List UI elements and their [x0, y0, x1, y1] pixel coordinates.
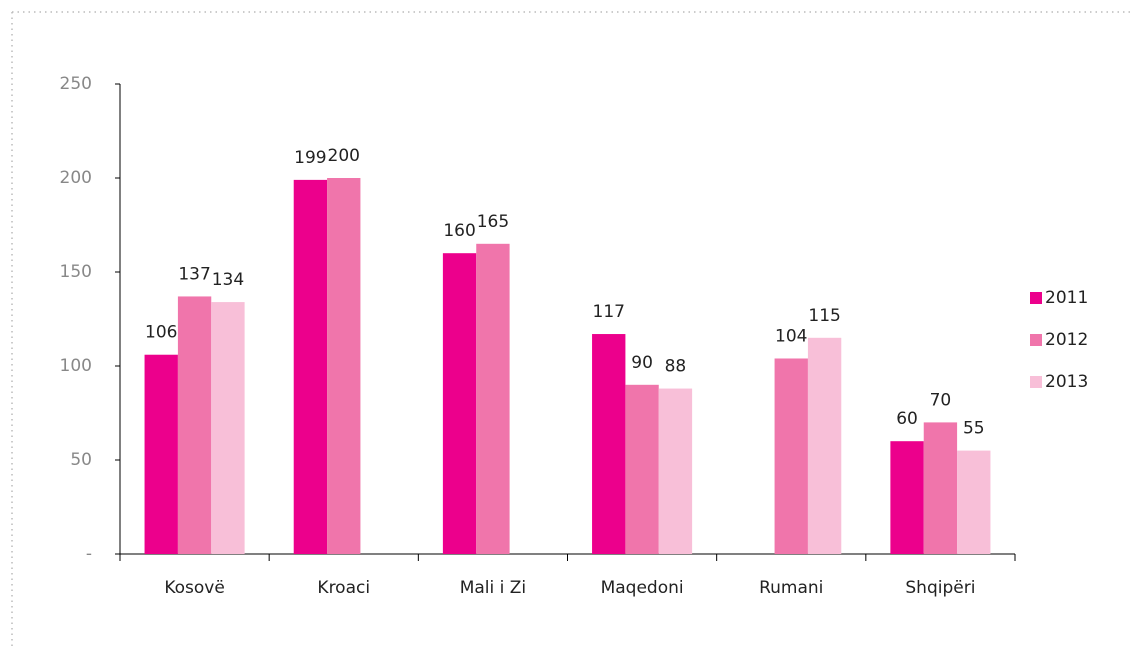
data-label: 117: [593, 302, 625, 322]
y-tick-label: 150: [60, 262, 92, 282]
data-label: 104: [775, 326, 807, 346]
x-tick-label: Kroaci: [317, 578, 370, 598]
bar: [658, 388, 693, 554]
legend-swatch: [1030, 292, 1042, 304]
data-label: 165: [477, 212, 509, 232]
data-label: 134: [212, 270, 244, 290]
bar: [177, 296, 212, 554]
legend-swatch: [1030, 376, 1042, 388]
legend-swatch: [1030, 334, 1042, 346]
data-label: 55: [963, 419, 985, 439]
data-label: 199: [294, 148, 326, 168]
x-tick-label: Rumani: [759, 578, 823, 598]
x-tick-label: Mali i Zi: [460, 578, 526, 598]
bar: [957, 450, 991, 554]
bar: [442, 253, 477, 554]
legend-label: 2013: [1045, 372, 1088, 392]
data-label: 88: [665, 357, 687, 377]
bar: [923, 422, 958, 554]
bar: [625, 384, 659, 554]
bar: [807, 337, 842, 554]
data-label: 200: [328, 146, 360, 166]
legend-label: 2012: [1045, 330, 1088, 350]
bar: [211, 302, 245, 554]
x-tick-label: Kosovë: [164, 578, 224, 598]
legend-label: 2011: [1045, 288, 1088, 308]
data-label: 90: [631, 353, 653, 373]
x-tick-label: Maqedoni: [601, 578, 684, 598]
bar: [144, 354, 178, 554]
y-tick-label: 250: [60, 74, 92, 94]
y-tick-label: 200: [60, 168, 92, 188]
bar: [327, 178, 361, 554]
bar: [890, 441, 924, 554]
x-tick-label: Shqipëri: [905, 578, 975, 598]
bar: [774, 358, 808, 554]
data-label: 137: [178, 264, 210, 284]
data-label: 70: [930, 390, 952, 410]
y-tick-label: 100: [60, 356, 92, 376]
bar: [476, 243, 510, 555]
data-label: 115: [808, 306, 840, 326]
data-label: 160: [443, 221, 475, 241]
bar: [293, 179, 328, 554]
data-label: 106: [145, 323, 177, 343]
bar: [592, 334, 626, 554]
data-label: 60: [896, 409, 918, 429]
y-tick-label: 50: [70, 450, 92, 470]
y-tick-label: -: [86, 544, 92, 564]
